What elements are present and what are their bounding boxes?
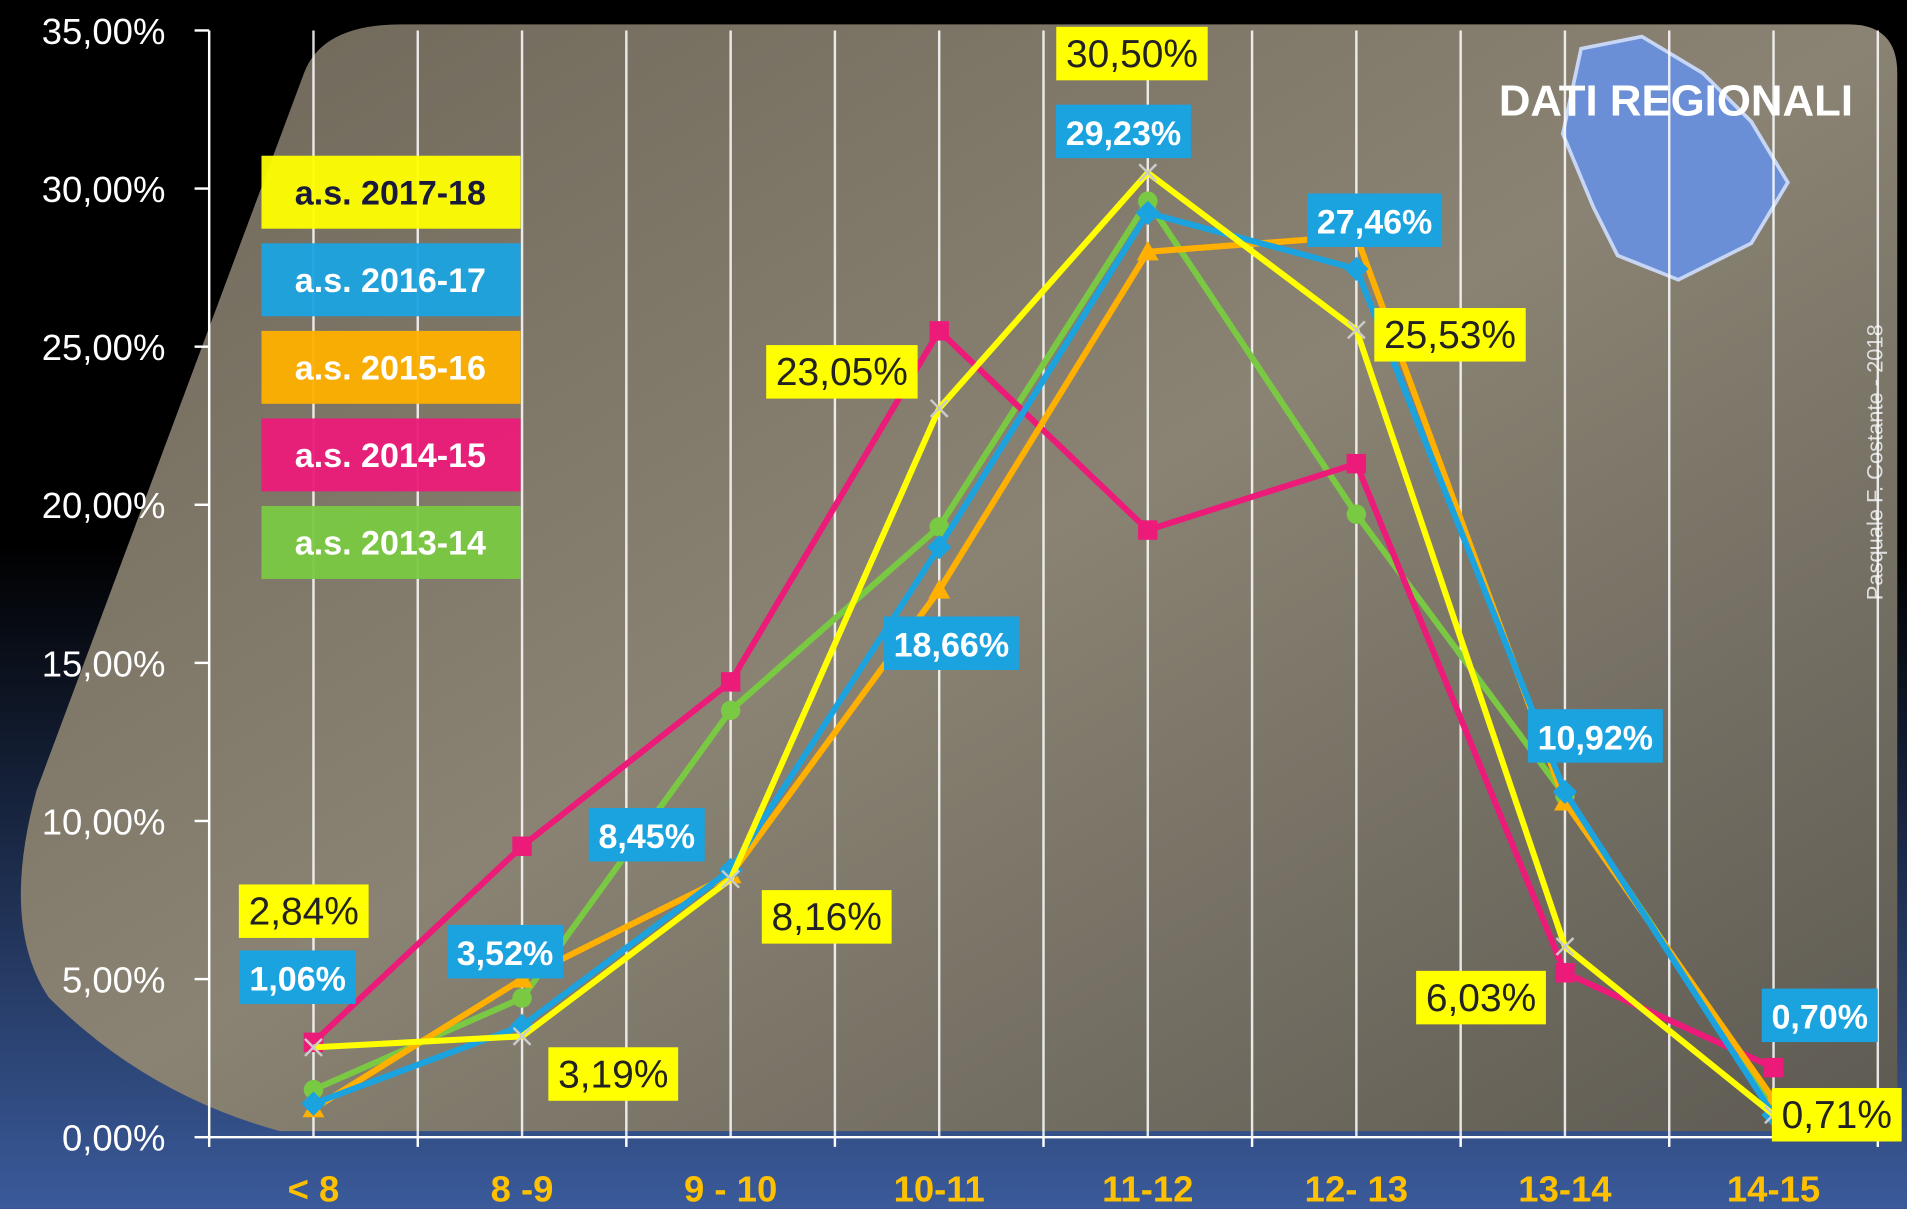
value-label: 2,84% — [249, 891, 359, 934]
value-label: 8,45% — [598, 818, 695, 856]
point — [929, 321, 948, 340]
value-label-group: 6,03% — [1416, 971, 1546, 1025]
value-label-group: 10,92% — [1528, 709, 1663, 763]
value-label-group: 1,06% — [240, 950, 356, 1004]
value-label-group: 27,46% — [1307, 193, 1442, 247]
value-label: 10,92% — [1538, 719, 1653, 757]
value-label-group: 30,50% — [1056, 27, 1207, 81]
credit: Pasquale F. Costante - 2018 — [1863, 324, 1888, 600]
value-label: 3,52% — [457, 935, 554, 973]
value-label-group: 8,16% — [762, 890, 892, 944]
x-tick-label: 12- 13 — [1305, 1169, 1408, 1209]
y-tick-label: 0,00% — [62, 1118, 165, 1159]
value-label-group: 0,71% — [1772, 1088, 1902, 1142]
value-label: 0,70% — [1771, 999, 1868, 1037]
y-tick-label: 15,00% — [42, 643, 166, 684]
value-label: 18,66% — [894, 627, 1009, 665]
point — [1764, 1058, 1783, 1077]
legend-label: a.s. 2013-14 — [295, 525, 486, 563]
point — [512, 837, 531, 856]
x-tick-label: 11-12 — [1102, 1169, 1193, 1209]
value-label-group: 25,53% — [1374, 308, 1525, 362]
value-label-group: 3,52% — [447, 925, 563, 979]
value-label: 0,71% — [1782, 1094, 1892, 1137]
value-label-group: 0,70% — [1762, 989, 1878, 1043]
y-tick-label: 20,00% — [42, 485, 166, 526]
legend-label: a.s. 2016-17 — [295, 262, 486, 300]
legend-label: a.s. 2017-18 — [295, 174, 486, 212]
x-tick-label: < 8 — [288, 1169, 340, 1209]
point — [1555, 963, 1574, 982]
x-tick-label: 13-14 — [1518, 1169, 1612, 1209]
point — [1347, 454, 1366, 473]
x-tick-label: 8 -9 — [491, 1169, 554, 1209]
chart: DATI REGIONALI Pasquale F. Costante - 20… — [0, 0, 1907, 1209]
value-label: 30,50% — [1066, 33, 1198, 76]
chart-title: DATI REGIONALI — [1499, 77, 1853, 126]
value-label-group: 23,05% — [766, 345, 917, 399]
point — [1138, 520, 1157, 539]
x-tick-label: 9 - 10 — [684, 1169, 777, 1209]
point — [512, 988, 531, 1007]
y-tick-label: 5,00% — [62, 959, 165, 1000]
value-label: 6,03% — [1426, 977, 1536, 1020]
value-label-group: 18,66% — [884, 616, 1019, 670]
x-tick-label: 10-11 — [894, 1169, 985, 1209]
y-tick-label: 30,00% — [42, 169, 166, 210]
y-tick-label: 25,00% — [42, 327, 166, 368]
value-label-group: 3,19% — [548, 1047, 678, 1101]
x-tick-label: 14-15 — [1727, 1169, 1820, 1209]
value-label: 29,23% — [1066, 115, 1181, 153]
value-label-group: 8,45% — [589, 808, 705, 862]
value-label: 8,16% — [772, 896, 882, 939]
legend-label: a.s. 2015-16 — [295, 350, 486, 388]
point — [721, 672, 740, 691]
y-tick-label: 10,00% — [42, 801, 166, 842]
value-label: 3,19% — [558, 1053, 668, 1096]
y-tick-label: 35,00% — [42, 11, 166, 52]
point — [721, 701, 740, 720]
value-label: 25,53% — [1384, 314, 1516, 357]
point — [1347, 505, 1366, 524]
legend-label: a.s. 2014-15 — [295, 437, 486, 475]
value-label: 1,06% — [249, 961, 346, 999]
value-label-group: 29,23% — [1056, 105, 1191, 159]
value-label: 23,05% — [776, 351, 908, 394]
value-label: 27,46% — [1317, 204, 1432, 242]
value-label-group: 2,84% — [239, 884, 369, 938]
